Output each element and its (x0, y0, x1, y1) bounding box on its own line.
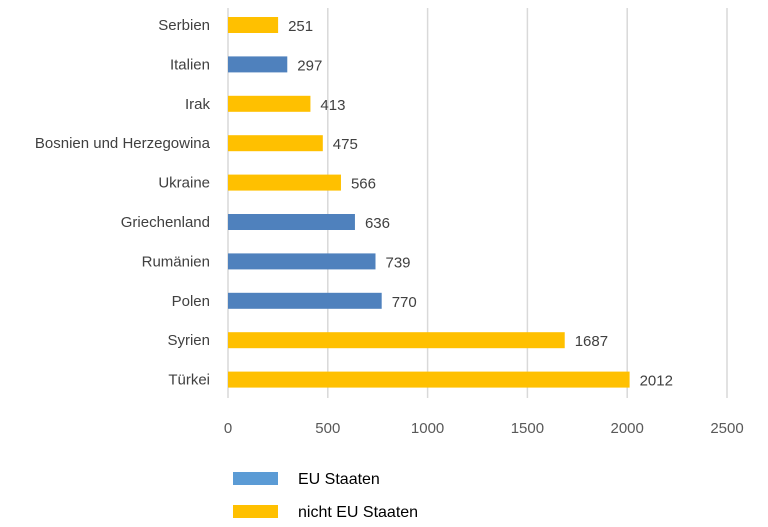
category-label: Ukraine (158, 175, 210, 192)
x-tick-label: 1500 (511, 420, 544, 437)
data-label: 297 (297, 57, 322, 74)
data-label: 413 (320, 97, 345, 114)
bar (228, 56, 288, 73)
data-label: 251 (288, 18, 313, 35)
category-label: Syrien (167, 332, 210, 349)
bar (228, 292, 382, 309)
legend-swatch (233, 472, 278, 485)
category-label: Italien (170, 56, 210, 73)
category-label: Irak (185, 96, 211, 113)
legend-swatch (233, 505, 278, 518)
category-label: Bosnien und Herzegowina (35, 135, 211, 152)
legend: EU Staaten nicht EU Staaten (233, 471, 418, 521)
bars: Serbien 251 Italien 297 Irak 413 Bosnien und H… (35, 17, 673, 390)
x-tick-label: 2500 (710, 420, 743, 437)
bar (228, 253, 376, 270)
x-axis-ticks: 0 500 1000 1500 2000 2500 (224, 420, 744, 437)
data-label: 475 (333, 136, 358, 153)
x-tick-label: 1000 (411, 420, 444, 437)
bar (228, 332, 565, 349)
bar (228, 95, 311, 112)
data-label: 566 (351, 176, 376, 193)
bar (228, 371, 630, 388)
data-label: 636 (365, 215, 390, 232)
category-label: Griechenland (121, 214, 210, 231)
category-label: Türkei (168, 372, 210, 389)
x-tick-label: 500 (315, 420, 340, 437)
category-label: Serbien (158, 17, 210, 34)
legend-label: nicht EU Staaten (298, 504, 418, 521)
bar (228, 135, 323, 152)
data-label: 770 (392, 294, 417, 311)
category-label: Rumänien (142, 253, 210, 270)
data-label: 1687 (575, 333, 608, 350)
bar (228, 214, 355, 230)
bar (228, 174, 341, 191)
data-label: 2012 (640, 373, 673, 390)
x-tick-label: 2000 (611, 420, 644, 437)
bar (228, 17, 279, 33)
category-label: Polen (172, 293, 210, 310)
x-tick-label: 0 (224, 420, 232, 437)
legend-label: EU Staaten (298, 471, 380, 488)
data-label: 739 (386, 254, 411, 271)
